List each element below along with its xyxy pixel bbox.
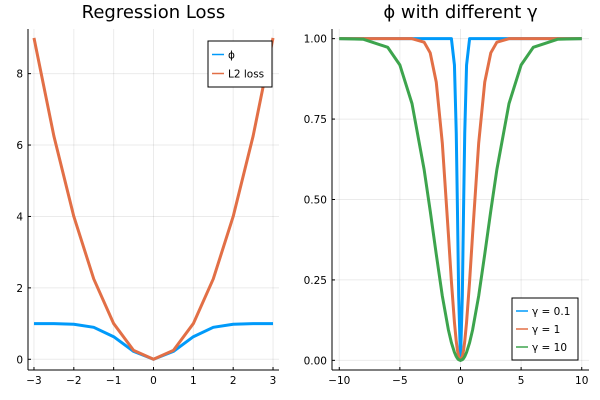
x-tick-label: −1: [106, 375, 121, 387]
x-tick-label: 0: [150, 375, 157, 387]
y-tick-label: 8: [16, 69, 23, 81]
x-tick-label: −2: [66, 375, 81, 387]
legend-label: ϕ: [228, 50, 235, 62]
x-tick-label: 2: [230, 375, 237, 387]
y-tick-label: 6: [16, 140, 23, 152]
y-tick-label: 0.75: [304, 114, 327, 126]
legend-box: [207, 40, 273, 88]
legend: γ = 0.1 γ = 1 γ = 10: [511, 297, 579, 361]
chart-2: ϕ with different γ −10 −5 0 5 10 0.00 0.25 0.50 0…: [304, 2, 589, 387]
y-tick-label: 0.25: [304, 275, 327, 287]
y-tick-label: 0.00: [304, 355, 327, 367]
x-tick-label: −5: [392, 375, 407, 387]
x-tick-label: 10: [575, 375, 588, 387]
x-tick-label: 5: [518, 375, 525, 387]
chart-title: ϕ with different γ: [383, 2, 538, 23]
legend: ϕ L2 loss: [207, 40, 273, 88]
y-tick-label: 4: [16, 211, 23, 223]
series-line-3: [339, 37, 582, 362]
y-tick-label: 1.00: [304, 34, 327, 46]
y-tick-label: 0: [16, 354, 23, 366]
x-tick-label: 0: [457, 375, 464, 387]
y-tick-label: 0.50: [304, 195, 327, 207]
x-tick-label: −10: [328, 375, 350, 387]
legend-label: γ = 0.1: [532, 306, 570, 318]
chart-1: Regression Loss −3 −2 −1 0 1 2 3 0 2 4 6 8 ϕ L2 loss: [16, 2, 279, 387]
legend-label: γ = 10: [532, 342, 567, 354]
y-tick-label: 2: [16, 283, 23, 295]
legend-label: γ = 1: [532, 324, 560, 336]
chart-title: Regression Loss: [82, 2, 226, 23]
x-tick-label: 1: [190, 375, 197, 387]
series-line-2: [32, 37, 275, 361]
x-tick-label: −3: [26, 375, 41, 387]
x-tick-label: 3: [270, 375, 277, 387]
legend-label: L2 loss: [228, 69, 264, 81]
